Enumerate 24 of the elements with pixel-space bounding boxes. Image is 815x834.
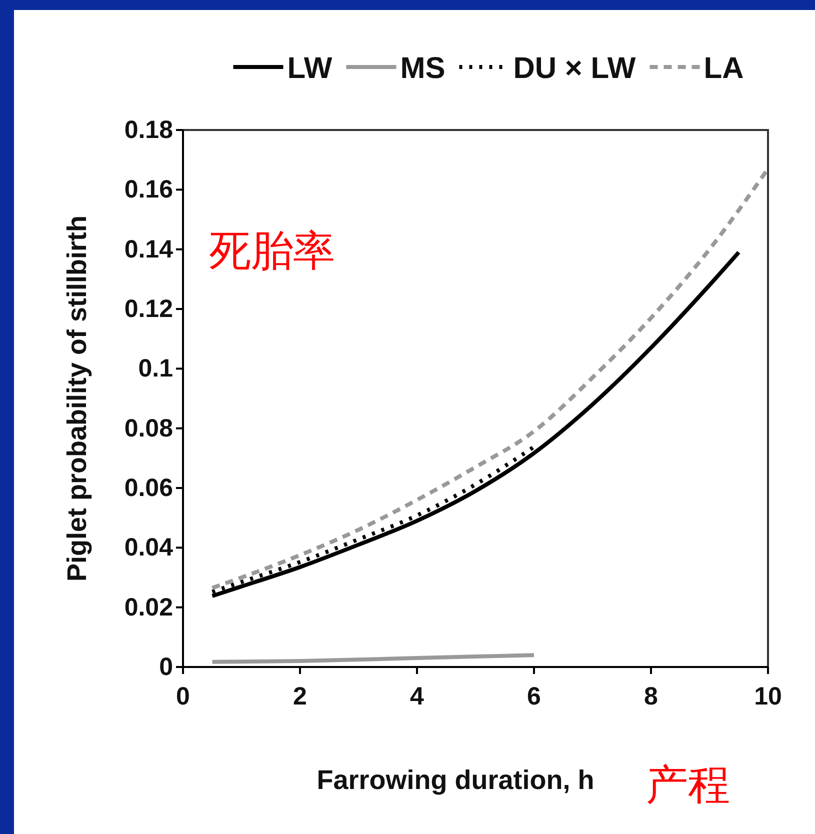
y-tick-label: 0.18 — [124, 116, 174, 144]
legend-label: MS — [400, 52, 446, 85]
x-tick-label: 2 — [293, 682, 307, 710]
x-tick-label: 6 — [527, 682, 541, 710]
y-tick-label: 0 — [159, 653, 173, 681]
y-tick-label: 0.12 — [124, 295, 173, 323]
text: 产程 — [646, 760, 730, 809]
y-tick-label: 0.14 — [124, 235, 174, 264]
x-axis-title: Farrowing duration, h — [316, 765, 594, 795]
y-tick-label: 0.16 — [124, 176, 173, 204]
annotation: 死胎率 — [209, 226, 335, 275]
y-tick-label: 0.1 — [138, 354, 174, 383]
legend-label: LW — [287, 52, 333, 85]
y-axis-title: Piglet probability of stillbirth — [62, 215, 92, 582]
x-tick-label: 10 — [754, 682, 782, 710]
y-tick-label: 0.06 — [124, 474, 173, 502]
y-tick-label: 0.08 — [124, 414, 174, 442]
x-tick-label: 8 — [644, 682, 658, 710]
legend-label: DU × LW — [513, 52, 636, 85]
y-tick-label: 0.02 — [124, 593, 173, 622]
legend-label: LA — [704, 52, 744, 85]
line-series — [210, 653, 536, 664]
x-tick-label: 4 — [410, 682, 424, 710]
y-tick-label: 0.04 — [124, 534, 174, 562]
